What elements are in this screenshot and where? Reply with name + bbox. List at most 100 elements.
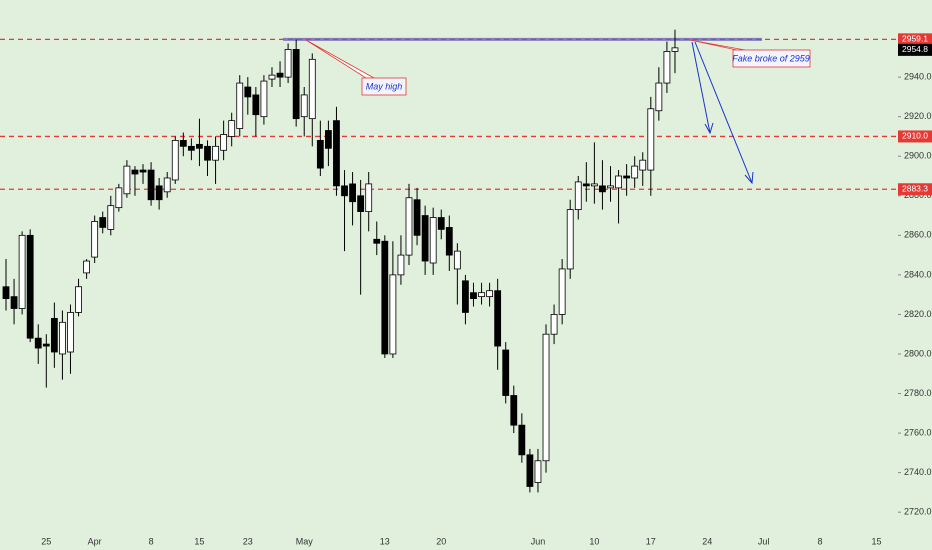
y-tick-label: 2860.0 xyxy=(904,230,932,240)
candle-body xyxy=(107,205,115,230)
candle-body xyxy=(599,185,606,193)
candle-body xyxy=(171,140,179,181)
x-tick-label: Apr xyxy=(88,536,102,546)
candle-body xyxy=(292,49,300,120)
candle-body xyxy=(534,460,542,483)
candle-body xyxy=(566,209,574,270)
candle-body xyxy=(155,185,163,201)
candle-body xyxy=(179,140,187,147)
y-tick-label: 2920.0 xyxy=(904,111,932,121)
candle-body xyxy=(478,292,485,298)
candle-body xyxy=(2,286,10,300)
arrows xyxy=(691,41,754,185)
x-tick-label: 8 xyxy=(149,536,154,546)
candle-body xyxy=(212,145,219,161)
candle-body xyxy=(526,454,534,487)
candle-body xyxy=(413,199,421,236)
candle-body xyxy=(83,260,90,274)
candle-body xyxy=(550,314,558,335)
candle-body xyxy=(75,286,82,313)
candle-body xyxy=(163,177,171,193)
candle-body xyxy=(333,120,340,187)
candle-body xyxy=(316,140,324,169)
candle-body xyxy=(42,343,50,347)
candle-body xyxy=(10,296,18,309)
candle-body xyxy=(421,215,429,262)
candle-body xyxy=(34,337,42,349)
candle-body xyxy=(204,145,211,161)
x-tick-label: 23 xyxy=(243,536,253,546)
candle-body xyxy=(655,82,663,112)
annotations: May high Fake broke of 2959 xyxy=(305,39,811,185)
candle-body xyxy=(397,254,405,276)
candle-body xyxy=(244,86,252,98)
candle-body xyxy=(437,217,445,230)
candle-body xyxy=(470,292,477,300)
candle-body xyxy=(131,169,139,175)
candle-body xyxy=(590,183,598,187)
candle-body xyxy=(574,181,582,211)
candle-body xyxy=(510,395,518,426)
candle-body xyxy=(389,274,397,355)
candle-body xyxy=(462,280,469,313)
arrow xyxy=(694,41,753,184)
y-tick-label: 2760.0 xyxy=(904,427,932,437)
candle-body xyxy=(357,195,365,212)
candle-body xyxy=(308,58,316,120)
y-tick-label: 2720.0 xyxy=(904,507,932,517)
x-tick-label: Jun xyxy=(531,536,546,546)
candle-body xyxy=(341,185,348,197)
candle-body xyxy=(252,94,260,116)
y-tick-label: 2840.0 xyxy=(904,269,932,279)
candle-body xyxy=(542,333,550,462)
y-tick-label: 2940.0 xyxy=(904,71,932,81)
candle-body xyxy=(123,165,131,195)
annotation: Fake broke of 2959 xyxy=(732,53,810,63)
candle-body xyxy=(300,94,308,118)
callout-box xyxy=(732,49,811,68)
candle-body xyxy=(91,221,99,258)
candle-body xyxy=(607,185,614,189)
candle-body xyxy=(50,317,58,353)
candle-body xyxy=(502,349,510,396)
candle-body xyxy=(349,183,356,203)
x-tick-label: 10 xyxy=(589,536,599,546)
candle-body xyxy=(445,227,453,256)
y-tick-label: 2780.0 xyxy=(904,388,932,398)
candle-body xyxy=(220,134,228,151)
candle-body xyxy=(558,268,566,315)
y-tick-label: 2800.0 xyxy=(904,348,932,358)
candle-body xyxy=(236,82,244,129)
candle-body xyxy=(663,51,671,84)
arrow-head xyxy=(704,122,714,135)
candle-body xyxy=(115,187,123,209)
arrow-head xyxy=(744,171,754,185)
x-tick-label: 8 xyxy=(818,536,823,546)
y-tick-label: 2900.0 xyxy=(904,151,932,161)
candle-body xyxy=(623,175,631,179)
candle-body xyxy=(284,49,292,78)
candle-body xyxy=(453,250,461,270)
last-price-tag xyxy=(898,43,932,56)
candle-body xyxy=(26,234,34,339)
candle-body xyxy=(324,130,332,149)
price-tag xyxy=(898,183,932,196)
candle-body xyxy=(260,80,268,118)
arrow xyxy=(691,41,711,134)
candle-body xyxy=(494,290,502,347)
price-tag-label: 2959.1 xyxy=(902,34,928,44)
candle-body xyxy=(268,74,276,80)
x-tick-label: 24 xyxy=(702,536,712,546)
candle-body xyxy=(582,183,590,187)
candle-body xyxy=(196,143,203,149)
y-tick-label: 2820.0 xyxy=(904,309,932,319)
candle-body xyxy=(18,234,26,309)
x-tick-label: 20 xyxy=(436,536,446,546)
x-tick-label: 17 xyxy=(646,536,656,546)
price-tag xyxy=(898,130,932,143)
candle-body xyxy=(187,145,195,151)
callout-box xyxy=(361,77,407,96)
y-tick-label: 2740.0 xyxy=(904,467,932,477)
candle-body xyxy=(373,238,381,244)
